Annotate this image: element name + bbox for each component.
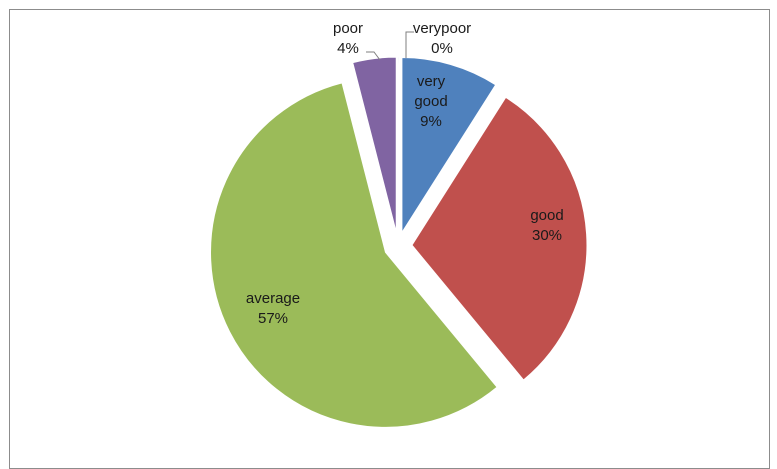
chart-area: very good 9% good 30% average 57% poor 4% verypoo… — [9, 9, 770, 469]
data-label-poor: poor 4% — [333, 20, 363, 57]
data-label-average: average 57% — [246, 290, 300, 327]
leader-line-poor — [366, 51, 381, 61]
pie-slice-average — [210, 82, 498, 428]
pie-slice-good — [411, 96, 588, 381]
data-label-verypoor: verypoor 0% — [413, 20, 471, 57]
pie-slice-poor — [352, 56, 397, 233]
pie-slice-very-good — [401, 57, 497, 235]
pie-slice-verypoor — [397, 56, 400, 233]
pie-chart: very good 9% good 30% average 57% poor 4% verypoo… — [210, 20, 588, 428]
leader-line-verypoor — [405, 31, 414, 58]
data-label-very-good: very good 9% — [414, 73, 447, 130]
data-label-good: good 30% — [530, 207, 563, 244]
